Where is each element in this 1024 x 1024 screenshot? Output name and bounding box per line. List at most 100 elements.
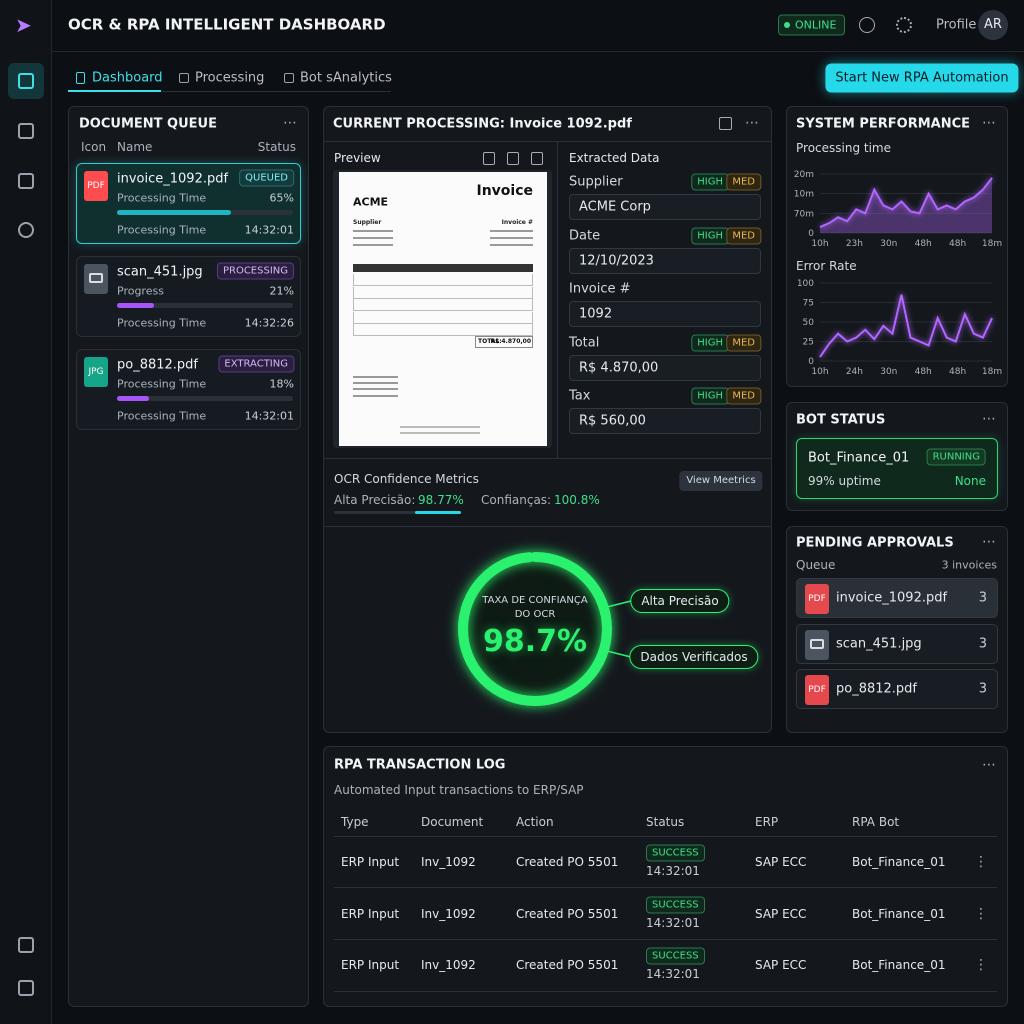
invoice-line [353, 388, 398, 390]
invoice-line [353, 230, 393, 232]
column-header: Document [421, 815, 484, 829]
y-tick-label: 100 [797, 279, 814, 289]
x-tick-label: 30n [880, 367, 897, 377]
section-label: Extracted Data [569, 151, 660, 165]
invoice-line [353, 244, 393, 246]
x-tick-label: 48h [949, 239, 966, 249]
nav-icon[interactable] [18, 980, 34, 996]
divider [324, 526, 771, 527]
connector [606, 600, 632, 608]
tab[interactable]: Processing [195, 70, 265, 86]
divider [324, 458, 771, 459]
invoice-logo: ACME [353, 195, 389, 209]
status-badge: EXTRACTING [218, 355, 294, 373]
status-badge: PROCESSING [216, 262, 294, 280]
x-tick-label: 23h [846, 239, 863, 249]
row-divider [334, 887, 997, 888]
secondary-button[interactable]: View Meetrics [679, 471, 763, 491]
avatar[interactable]: AR [978, 10, 1008, 40]
callout: Alta Precisão [630, 589, 730, 613]
line [819, 294, 993, 358]
cell: Created PO 5501 [516, 906, 619, 921]
settings-icon[interactable] [896, 17, 912, 33]
field-value: ACME Corp [579, 199, 651, 215]
y-tick-label: 70m [794, 209, 814, 219]
panel-title: RPA TRANSACTION LOG [334, 757, 506, 773]
preview-tool[interactable] [483, 152, 495, 165]
approval-item[interactable] [796, 669, 998, 709]
preview-tool[interactable] [507, 152, 519, 165]
file-icon: PDF [805, 675, 829, 705]
x-tick-label: 24h [846, 367, 863, 377]
panel-title: BOT STATUS [796, 412, 886, 428]
nav-icon[interactable] [18, 937, 34, 953]
section-label: Preview [334, 151, 381, 165]
metric-track [334, 511, 461, 514]
row-label: Processing Time [117, 223, 207, 237]
y-tick-label: 75 [803, 299, 814, 309]
confidence-badge: MED [726, 173, 761, 191]
more-menu[interactable]: ⋯ [982, 115, 996, 131]
row-label: Processing Time [117, 377, 207, 391]
confidence-badge: HIGH [691, 173, 729, 191]
invoice-total-box [475, 336, 533, 348]
approval-count: 3 [978, 590, 987, 606]
row-divider [334, 836, 997, 837]
performance-panel [786, 106, 1008, 387]
invoice-table-row [353, 324, 533, 336]
gauge-caption: TAXA DE CONFIANÇA DO OCR [482, 595, 588, 620]
tab-icon [76, 72, 85, 84]
invoice-line [490, 244, 533, 246]
nav-icon[interactable] [18, 123, 34, 139]
nav-icon[interactable] [18, 222, 34, 238]
preview-tool[interactable] [531, 152, 543, 165]
primary-button[interactable]: Start New RPA Automation [825, 63, 1019, 93]
approval-item[interactable] [796, 623, 998, 664]
tab[interactable]: Dashboard [92, 70, 163, 86]
edit-icon[interactable] [719, 117, 732, 130]
confidence-badge: MED [726, 227, 761, 244]
cell: SAP ECC [755, 855, 807, 869]
queue-label: Queue [796, 558, 836, 572]
approval-item[interactable] [796, 578, 998, 618]
profile-label[interactable]: Profile [936, 17, 977, 33]
tab[interactable]: Bot sAnalytics [300, 70, 392, 86]
more-menu[interactable]: ⋯ [745, 115, 759, 131]
field-box [569, 194, 761, 220]
column-header: RPA Bot [852, 815, 900, 829]
x-tick-label: 18m [982, 239, 1002, 249]
more-menu[interactable]: ⋯ [982, 411, 996, 427]
nav-icon[interactable] [18, 73, 34, 89]
column-header: Status [646, 815, 685, 829]
metric-bar [415, 511, 461, 514]
row-menu[interactable]: ⋮ [974, 905, 988, 922]
area [820, 177, 992, 233]
more-menu[interactable]: ⋯ [982, 534, 996, 550]
nav-icon[interactable] [18, 173, 34, 189]
field-box [569, 354, 761, 381]
bot-state: RUNNING [926, 448, 986, 466]
field-box [569, 247, 761, 274]
metric-label: Confianças: [481, 493, 555, 507]
row-label: Processing Time [117, 409, 207, 423]
invoice-heading: Invoice [476, 183, 533, 199]
tab-icon [179, 73, 189, 83]
cell-time: 14:32:01 [646, 864, 700, 878]
confidence-badge: HIGH [691, 227, 729, 244]
cell: ERP Input [341, 855, 400, 869]
help-icon[interactable] [859, 17, 875, 33]
y-tick-label: 20m [794, 170, 814, 180]
app-title: OCR & RPA INTELLIGENT DASHBOARD [68, 15, 386, 34]
row-menu[interactable]: ⋮ [974, 854, 988, 870]
cell-time: 14:32:01 [646, 967, 700, 982]
more-menu[interactable]: ⋯ [982, 757, 996, 773]
row-menu[interactable]: ⋮ [974, 957, 988, 974]
more-menu[interactable]: ⋯ [283, 115, 297, 131]
panel-title: CURRENT PROCESSING: Invoice 1092.pdf [333, 116, 632, 132]
field-label: Date [569, 228, 601, 243]
y-tick-label: 0 [808, 229, 814, 239]
x-tick-label: 18m [982, 367, 1002, 377]
cell: Inv_1092 [421, 906, 476, 921]
invoice-line [353, 395, 398, 397]
